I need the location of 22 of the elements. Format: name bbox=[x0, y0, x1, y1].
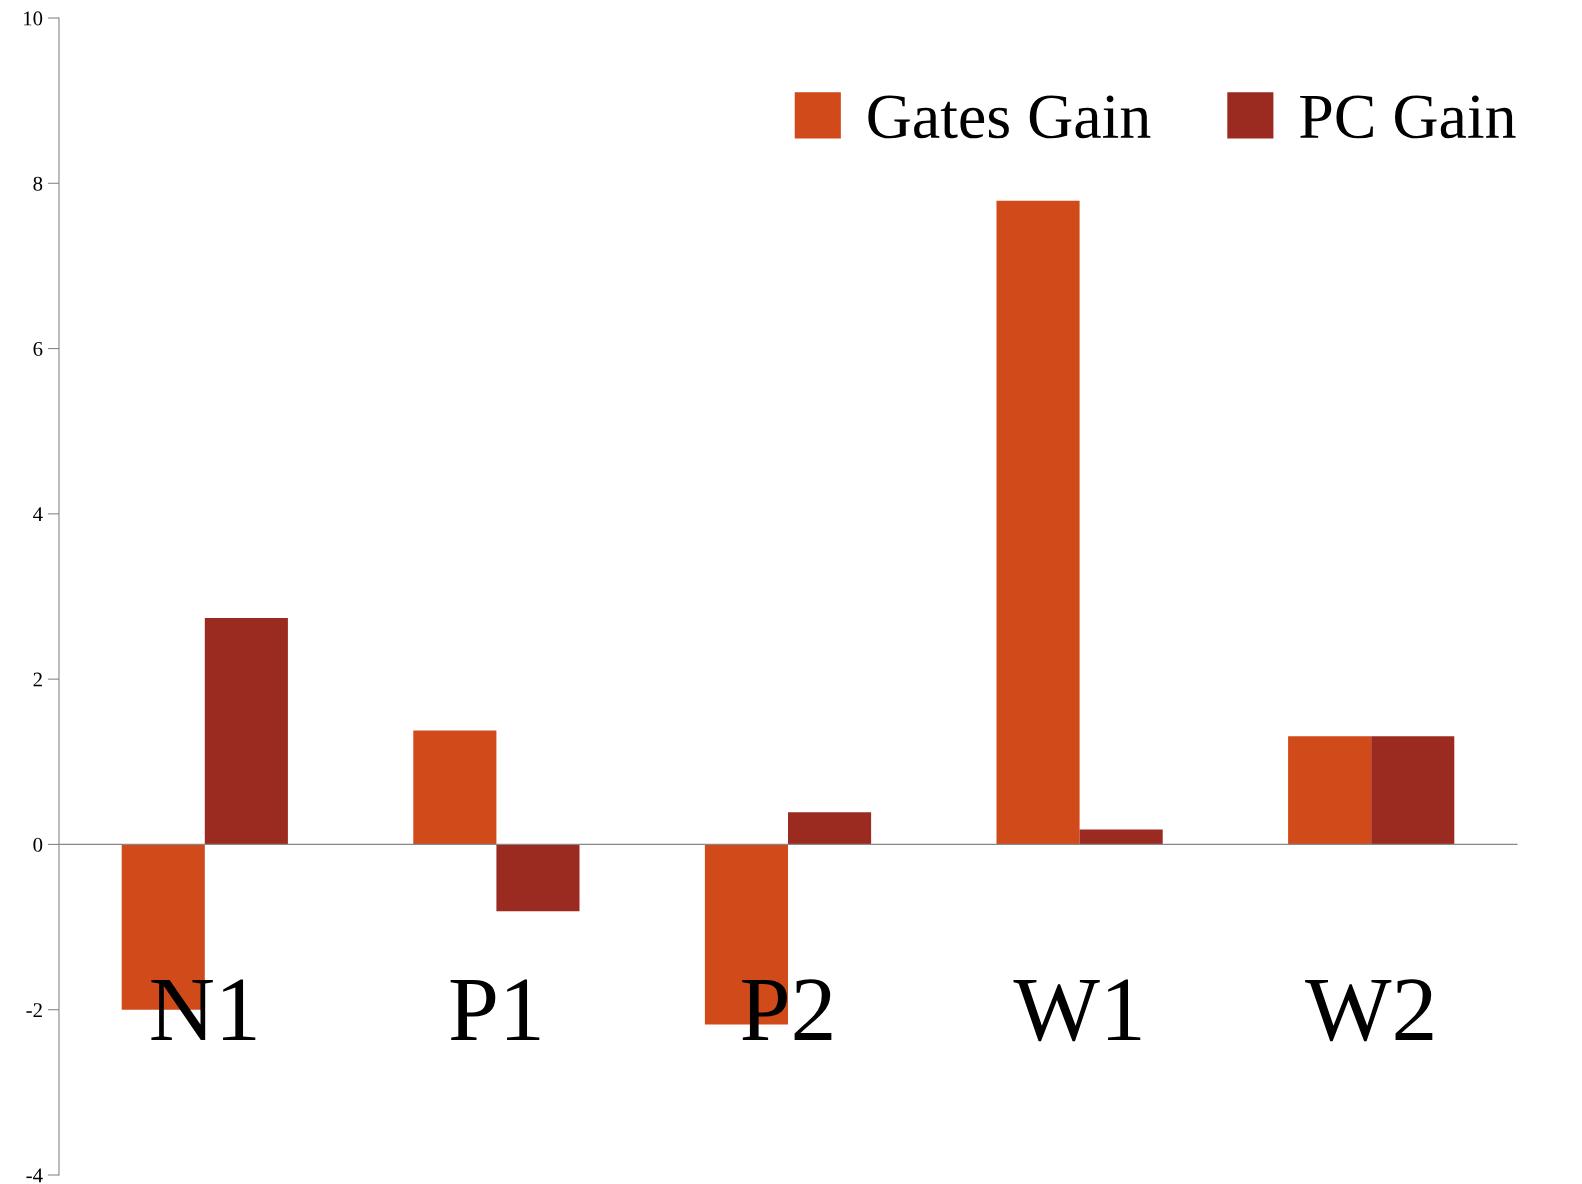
bar bbox=[204, 617, 288, 845]
y-tick-label: 8 bbox=[33, 176, 43, 191]
bar bbox=[996, 200, 1080, 845]
bar bbox=[1288, 736, 1372, 845]
legend-label: PC Gain bbox=[1300, 95, 1516, 139]
y-tick-label: 2 bbox=[33, 672, 42, 687]
y-tick-label: -4 bbox=[26, 1168, 43, 1183]
y-tick-label: 0 bbox=[33, 837, 43, 852]
bar bbox=[1079, 829, 1163, 845]
x-tick-label: W2 bbox=[1305, 979, 1433, 1042]
x-tick-label: N1 bbox=[151, 979, 256, 1040]
bar bbox=[1371, 736, 1455, 845]
x-tick-label: P1 bbox=[450, 979, 540, 1040]
y-tick-label: 10 bbox=[24, 11, 43, 26]
bar bbox=[413, 730, 497, 845]
bar bbox=[788, 812, 872, 845]
y-tick-label: 6 bbox=[33, 342, 43, 356]
y-tick-label: -2 bbox=[26, 1003, 42, 1017]
y-tick-label: 4 bbox=[33, 507, 43, 522]
legend-label: Gates Gain bbox=[868, 95, 1151, 139]
x-tick-label: W1 bbox=[1013, 979, 1141, 1042]
bar bbox=[496, 844, 580, 912]
